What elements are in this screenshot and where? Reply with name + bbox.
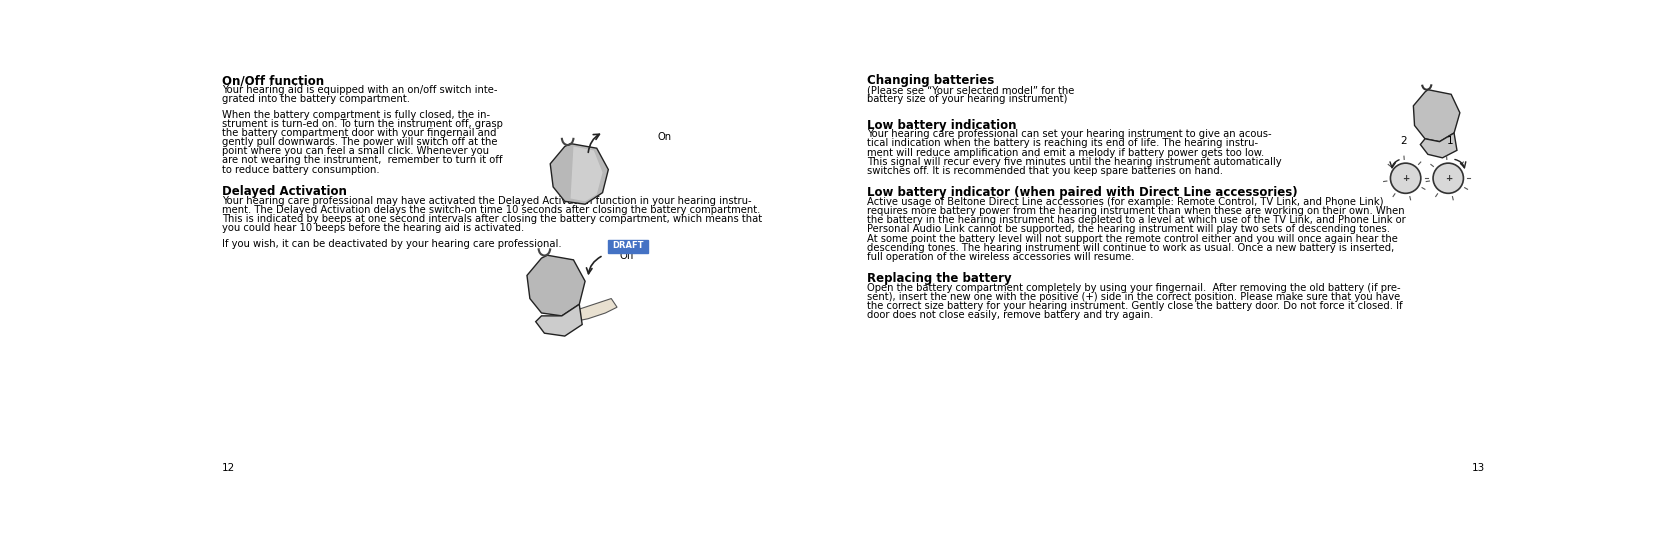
- Text: 13: 13: [1473, 463, 1486, 473]
- Text: tical indication when the battery is reaching its end of life. The hearing instr: tical indication when the battery is rea…: [866, 139, 1258, 149]
- Text: door does not close easily, remove battery and try again.: door does not close easily, remove batte…: [866, 311, 1153, 320]
- Text: Open the battery compartment completely by using your ﬁngernail.  After removing: Open the battery compartment completely …: [866, 283, 1401, 293]
- Text: sent), insert the new one with the positive (+) side in the correct position. Pl: sent), insert the new one with the posit…: [866, 292, 1399, 302]
- Text: If you wish, it can be deactivated by your hearing care professional.: If you wish, it can be deactivated by yo…: [222, 239, 561, 249]
- Text: +: +: [1403, 174, 1409, 183]
- Text: Replacing the battery: Replacing the battery: [866, 272, 1011, 285]
- Text: 12: 12: [222, 463, 235, 473]
- Text: (Please see “Your selected model” for the: (Please see “Your selected model” for th…: [866, 85, 1075, 95]
- Text: Low battery indicator (when paired with Direct Line accessories): Low battery indicator (when paired with …: [866, 186, 1298, 199]
- Text: are not wearing the instrument,  remember to turn it off: are not wearing the instrument, remember…: [222, 156, 503, 165]
- Text: to reduce battery consumption.: to reduce battery consumption.: [222, 165, 380, 175]
- Text: strument is turn-ed on. To turn the instrument off, grasp: strument is turn-ed on. To turn the inst…: [222, 119, 503, 129]
- Text: Delayed Activation: Delayed Activation: [222, 185, 347, 198]
- Text: you could hear 10 beeps before the hearing aid is activated.: you could hear 10 beeps before the heari…: [222, 223, 525, 233]
- Text: the correct size battery for your hearing instrument. Gently close the battery d: the correct size battery for your hearin…: [866, 301, 1403, 311]
- Text: full operation of the wireless accessories will resume.: full operation of the wireless accessori…: [866, 251, 1135, 262]
- Text: This is indicated by beeps at one second intervals after closing the battery com: This is indicated by beeps at one second…: [222, 214, 763, 224]
- Polygon shape: [1413, 89, 1459, 141]
- Text: Active usage of Beltone Direct Line accessories (for example: Remote Control, TV: Active usage of Beltone Direct Line acce…: [866, 197, 1383, 207]
- Text: Your hearing care professional may have activated the Delayed Activation functio: Your hearing care professional may have …: [222, 196, 751, 206]
- Text: Your hearing care professional can set your hearing instrument to give an acous-: Your hearing care professional can set y…: [866, 130, 1271, 139]
- Text: This signal will recur every ﬁve minutes until the hearing instrument automatica: This signal will recur every ﬁve minutes…: [866, 157, 1281, 167]
- Text: the battery compartment door with your ﬁngernail and: the battery compartment door with your ﬁ…: [222, 128, 496, 138]
- Text: Changing batteries: Changing batteries: [866, 74, 995, 87]
- Text: descending tones. The hearing instrument will continue to work as usual. Once a : descending tones. The hearing instrument…: [866, 243, 1394, 253]
- Text: At some point the battery level will not support the remote control either and y: At some point the battery level will not…: [866, 234, 1398, 243]
- Text: requires more battery power from the hearing instrument than when these are work: requires more battery power from the hea…: [866, 207, 1404, 216]
- Circle shape: [1433, 163, 1463, 193]
- Polygon shape: [550, 144, 608, 204]
- Polygon shape: [1421, 133, 1458, 158]
- Text: +: +: [1444, 174, 1451, 183]
- Text: On: On: [658, 132, 671, 142]
- Text: battery size of your hearing instrument): battery size of your hearing instrument): [866, 94, 1068, 104]
- Text: Low battery indication: Low battery indication: [866, 119, 1016, 132]
- Polygon shape: [536, 304, 581, 336]
- Text: DRAFT: DRAFT: [613, 242, 645, 250]
- Text: 1: 1: [1448, 136, 1454, 146]
- Polygon shape: [570, 146, 603, 201]
- Text: switches off. It is recommended that you keep spare batteries on hand.: switches off. It is recommended that you…: [866, 166, 1223, 176]
- Polygon shape: [526, 255, 585, 316]
- Text: Off: Off: [620, 251, 635, 261]
- Text: grated into the battery compartment.: grated into the battery compartment.: [222, 94, 410, 104]
- Circle shape: [1391, 163, 1421, 193]
- Polygon shape: [556, 299, 616, 325]
- Text: ment will reduce ampliﬁcation and emit a melody if battery power gets too low.: ment will reduce ampliﬁcation and emit a…: [866, 147, 1264, 158]
- Text: ment. The Delayed Activation delays the switch-on time 10 seconds after closing : ment. The Delayed Activation delays the …: [222, 205, 761, 215]
- Text: point where you can feel a small click. Whenever you: point where you can feel a small click. …: [222, 146, 490, 157]
- Text: gently pull downwards. The power will switch off at the: gently pull downwards. The power will sw…: [222, 137, 498, 147]
- Text: When the battery compartment is fully closed, the in-: When the battery compartment is fully cl…: [222, 110, 490, 120]
- Text: 2: 2: [1399, 136, 1406, 146]
- FancyBboxPatch shape: [608, 240, 648, 253]
- Text: Your hearing aid is equipped with an on/off switch inte-: Your hearing aid is equipped with an on/…: [222, 85, 498, 95]
- Text: On/Off function: On/Off function: [222, 74, 325, 87]
- Text: the battery in the hearing instrument has depleted to a level at which use of th: the battery in the hearing instrument ha…: [866, 215, 1406, 225]
- Text: Personal Audio Link cannot be supported, the hearing instrument will play two se: Personal Audio Link cannot be supported,…: [866, 224, 1389, 235]
